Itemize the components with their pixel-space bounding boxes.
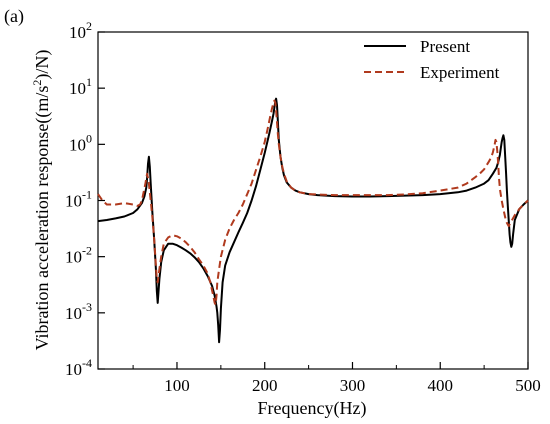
plot-frame — [97, 31, 529, 370]
y-tick-label-1: 10-3 — [65, 300, 92, 323]
y-tick-label-base: 10 — [65, 248, 82, 267]
y-axis-title-superscript: 2 — [30, 80, 44, 86]
panel-label: (a) — [4, 6, 24, 27]
legend-label-experiment: Experiment — [420, 63, 500, 82]
x-axis-title: Frequency(Hz) — [258, 398, 367, 419]
y-tick-label-6: 102 — [69, 19, 92, 42]
y-tick-label-base: 10 — [65, 304, 82, 323]
legend-label-present: Present — [420, 37, 470, 56]
y-tick-label-2: 10-2 — [65, 244, 92, 267]
legend: Present Experiment — [364, 37, 500, 82]
y-tick-label-4: 100 — [69, 131, 92, 154]
y-axis-title: Vibration acceleration response((m/s2)/N… — [30, 50, 53, 351]
y-tick-label-base: 10 — [69, 79, 86, 98]
y-axis-title-main: Vibration acceleration response((m/s — [32, 86, 53, 351]
x-axis: 100 200 300 400 500 — [132, 362, 541, 395]
y-tick-label-base: 10 — [69, 23, 86, 42]
y-tick-label-5: 101 — [69, 75, 92, 98]
series-line-present — [97, 97, 529, 344]
x-tick-label-400: 400 — [427, 376, 453, 395]
y-tick-label-exponent: 2 — [86, 19, 92, 33]
x-tick-label-500: 500 — [515, 376, 541, 395]
series-line-experiment — [97, 99, 529, 306]
y-tick-label-base: 10 — [65, 360, 82, 379]
x-tick-label-100: 100 — [164, 376, 190, 395]
y-tick-label-exponent: -1 — [82, 188, 92, 202]
y-tick-label-exponent: -2 — [82, 244, 92, 258]
x-tick-label-200: 200 — [252, 376, 278, 395]
y-tick-label-base: 10 — [65, 192, 82, 211]
y-tick-label-3: 10-1 — [65, 188, 92, 211]
y-tick-label-exponent: 0 — [86, 131, 92, 145]
y-tick-label-0: 10-4 — [65, 356, 92, 379]
y-tick-label-exponent: -4 — [82, 356, 92, 370]
y-tick-label-exponent: -3 — [82, 300, 92, 314]
x-tick-label-300: 300 — [340, 376, 366, 395]
y-tick-label-exponent: 1 — [86, 75, 92, 89]
y-tick-label-base: 10 — [69, 135, 86, 154]
plot-area: 100 200 300 400 500 10-410-310-210-110010110… — [65, 19, 541, 395]
series-layer — [97, 97, 529, 344]
y-axis-title-unit: )/N) — [32, 50, 53, 80]
